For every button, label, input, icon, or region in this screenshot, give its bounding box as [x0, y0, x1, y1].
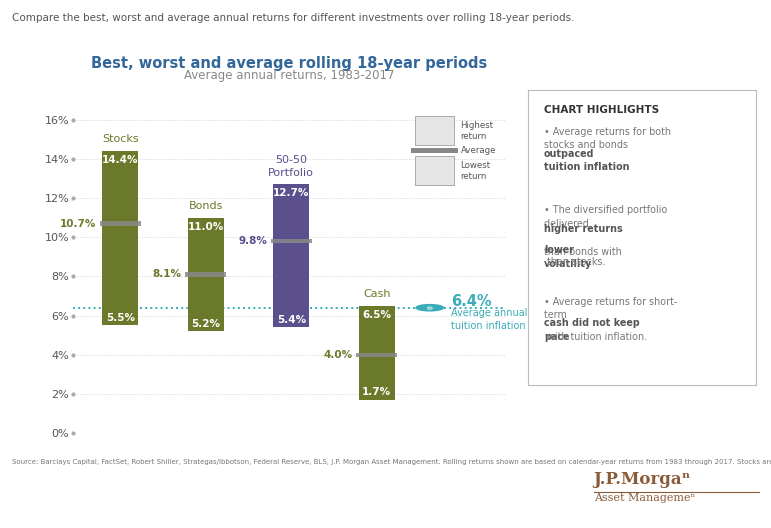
Text: 5.4%: 5.4%: [277, 315, 306, 325]
Bar: [99, 221, 141, 226]
Bar: [416, 116, 453, 145]
Text: 50-50
Portfolio: 50-50 Portfolio: [268, 155, 315, 177]
Text: Cash: Cash: [363, 289, 390, 299]
Text: 8.1%: 8.1%: [153, 269, 182, 279]
Text: • Average returns for both
stocks and bonds: • Average returns for both stocks and bo…: [544, 127, 671, 150]
Circle shape: [416, 305, 443, 311]
Text: • The diversified portfolio
delivered: • The diversified portfolio delivered: [544, 205, 668, 229]
Text: Average annual returns, 1983-2017: Average annual returns, 1983-2017: [183, 69, 395, 82]
Text: lower
volatility: lower volatility: [544, 245, 592, 269]
Bar: [185, 272, 226, 277]
Text: Average: Average: [460, 146, 496, 155]
Text: 11.0%: 11.0%: [187, 222, 224, 232]
Bar: [356, 353, 397, 357]
Bar: [411, 148, 458, 153]
Text: .: .: [544, 161, 547, 171]
Text: • Average returns for short-
term: • Average returns for short- term: [544, 297, 678, 320]
Text: outpaced
tuition inflation: outpaced tuition inflation: [544, 149, 630, 173]
Text: 9.8%: 9.8%: [238, 236, 268, 246]
Text: Best, worst and average rolling 18-year periods: Best, worst and average rolling 18-year …: [91, 56, 487, 71]
Text: Compare the best, worst and average annual returns for different investments ove: Compare the best, worst and average annu…: [12, 13, 574, 23]
Text: 6.5%: 6.5%: [362, 310, 391, 319]
Bar: [103, 151, 138, 325]
Text: Highest
return: Highest return: [460, 120, 493, 140]
Text: 5.5%: 5.5%: [106, 313, 135, 323]
Text: cash did not keep
pace: cash did not keep pace: [544, 318, 640, 342]
Text: ✏: ✏: [426, 303, 433, 312]
Bar: [416, 156, 453, 185]
Text: 4.0%: 4.0%: [324, 350, 353, 360]
Text: 14.4%: 14.4%: [102, 155, 139, 165]
Text: J.P.Morgaⁿ: J.P.Morgaⁿ: [594, 472, 691, 488]
Text: 5.2%: 5.2%: [191, 319, 221, 329]
Bar: [271, 239, 311, 243]
Text: Asset Managemeⁿ: Asset Managemeⁿ: [594, 493, 695, 503]
Bar: [273, 184, 309, 327]
Text: Source: Barclays Capital, FactSet, Robert Shiller, Strategas/Ibbotson, Federal R: Source: Barclays Capital, FactSet, Rober…: [12, 459, 771, 465]
Text: 10.7%: 10.7%: [60, 219, 96, 229]
Bar: [359, 306, 395, 400]
Text: Stocks: Stocks: [102, 134, 139, 144]
Text: than bonds with: than bonds with: [544, 233, 625, 257]
Bar: [188, 218, 224, 331]
Text: than stocks.: than stocks.: [544, 257, 605, 267]
Text: Average annual
tuition inflation: Average annual tuition inflation: [451, 308, 527, 331]
Text: with tuition inflation.: with tuition inflation.: [544, 332, 647, 342]
Text: higher returns: higher returns: [544, 224, 623, 234]
Text: CHART HIGHLIGHTS: CHART HIGHLIGHTS: [544, 105, 659, 115]
Text: 1.7%: 1.7%: [362, 388, 392, 398]
Text: 12.7%: 12.7%: [273, 188, 309, 199]
Text: 6.4%: 6.4%: [451, 295, 492, 309]
Text: Bonds: Bonds: [189, 201, 223, 211]
Text: Lowest
return: Lowest return: [460, 161, 490, 181]
